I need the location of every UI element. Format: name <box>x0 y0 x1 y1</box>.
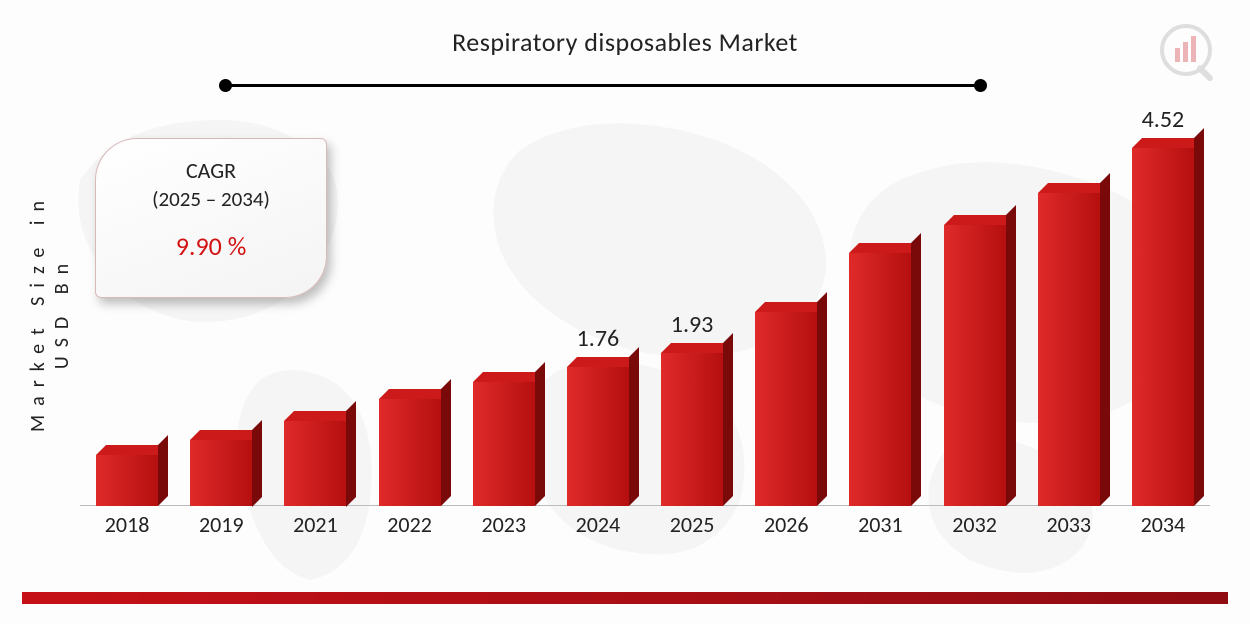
x-tick-label: 2023 <box>459 511 549 538</box>
x-tick-label: 2034 <box>1118 511 1208 538</box>
x-tick-label: 2033 <box>1024 511 1114 538</box>
x-tick-label: 2019 <box>176 511 266 538</box>
x-tick-label: 2021 <box>270 511 360 538</box>
bar-2026 <box>755 302 817 506</box>
chart-title: Respiratory disposables Market <box>0 26 1250 58</box>
x-tick-label: 2022 <box>365 511 455 538</box>
bar-2034 <box>1132 138 1194 506</box>
x-tick-label: 2024 <box>553 511 643 538</box>
bar-2033 <box>1038 183 1100 506</box>
footer-accent-band <box>22 592 1228 604</box>
bar-2022 <box>379 389 441 506</box>
bar-2024 <box>567 357 629 506</box>
bar-2023 <box>473 372 535 506</box>
bar-2031 <box>849 243 911 506</box>
x-tick-label: 2018 <box>82 511 172 538</box>
x-tick-label: 2025 <box>647 511 737 538</box>
bar-2019 <box>190 430 252 507</box>
x-tick-label: 2031 <box>835 511 925 538</box>
bar-chart: 201820192021202220232024 1.76 2025 1.93 2026… <box>80 110 1210 538</box>
x-tick-label: 2026 <box>741 511 831 538</box>
bar-value-label: 1.93 <box>647 310 737 339</box>
brand-logo-icon <box>1158 22 1222 86</box>
y-axis-label: Market Size in USD Bn <box>26 182 74 442</box>
x-tick-label: 2032 <box>930 511 1020 538</box>
bar-2032 <box>944 215 1006 506</box>
bar-value-label: 4.52 <box>1118 105 1208 134</box>
bar-2025 <box>661 343 723 506</box>
bar-value-label: 1.76 <box>553 324 643 353</box>
bar-2021 <box>284 411 346 507</box>
bar-2018 <box>96 445 158 506</box>
